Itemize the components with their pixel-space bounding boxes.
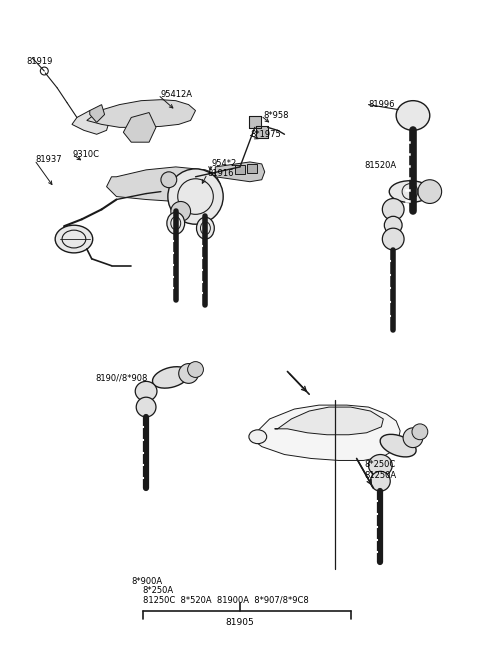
Text: 8*900A: 8*900A: [131, 578, 162, 586]
Text: 81250A: 81250A: [364, 471, 396, 480]
Ellipse shape: [383, 228, 404, 250]
Circle shape: [403, 428, 423, 447]
Ellipse shape: [371, 471, 390, 491]
Polygon shape: [252, 405, 400, 461]
Text: 8*958: 8*958: [264, 111, 289, 120]
Polygon shape: [90, 104, 105, 122]
Ellipse shape: [380, 434, 416, 457]
Text: 81937: 81937: [36, 156, 62, 164]
Circle shape: [40, 67, 48, 75]
Text: 8*1975: 8*1975: [250, 130, 281, 139]
Polygon shape: [256, 126, 268, 138]
Ellipse shape: [167, 212, 185, 234]
Text: 81916: 81916: [207, 170, 234, 178]
Polygon shape: [249, 116, 261, 128]
Text: 954*2: 954*2: [211, 160, 237, 168]
Polygon shape: [87, 100, 195, 127]
Ellipse shape: [196, 217, 214, 239]
Polygon shape: [235, 165, 245, 174]
Text: 8190//8*908: 8190//8*908: [96, 374, 148, 383]
Polygon shape: [123, 112, 156, 142]
Circle shape: [188, 361, 204, 377]
Polygon shape: [275, 407, 384, 435]
Text: 81905: 81905: [226, 618, 254, 627]
Text: 81250C  8*520A  81900A  8*907/8*9C8: 81250C 8*520A 81900A 8*907/8*9C8: [143, 595, 309, 604]
Circle shape: [412, 424, 428, 440]
Text: 81520A: 81520A: [364, 162, 396, 170]
Polygon shape: [72, 110, 109, 134]
Ellipse shape: [55, 225, 93, 253]
Ellipse shape: [249, 430, 267, 443]
Ellipse shape: [383, 198, 404, 220]
Ellipse shape: [153, 367, 189, 388]
Polygon shape: [216, 162, 264, 182]
Circle shape: [168, 169, 223, 224]
Ellipse shape: [384, 216, 402, 234]
Circle shape: [161, 172, 177, 188]
Polygon shape: [107, 167, 220, 202]
Ellipse shape: [389, 181, 431, 202]
Text: 95412A: 95412A: [161, 90, 193, 99]
Ellipse shape: [369, 455, 392, 476]
Text: 8*250A: 8*250A: [143, 586, 174, 595]
Circle shape: [418, 180, 442, 204]
Ellipse shape: [135, 381, 157, 401]
Text: 8*250C: 8*250C: [364, 460, 396, 469]
Polygon shape: [247, 164, 257, 173]
Circle shape: [171, 202, 191, 221]
Ellipse shape: [396, 101, 430, 130]
Text: 9310C: 9310C: [73, 150, 100, 158]
Ellipse shape: [136, 397, 156, 417]
Text: 81919: 81919: [26, 57, 53, 66]
Circle shape: [179, 363, 199, 383]
Text: 81996: 81996: [369, 100, 395, 109]
